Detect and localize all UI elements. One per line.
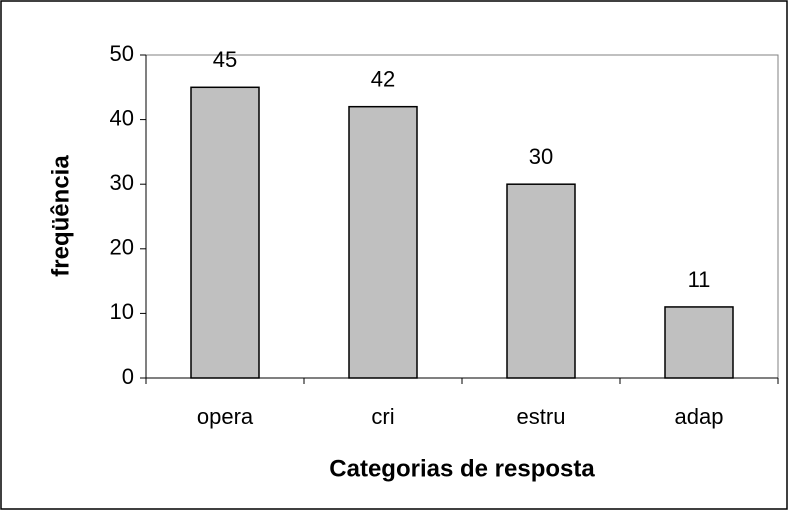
y-axis-title: freqüência [47, 155, 74, 277]
x-tick-label: cri [371, 404, 394, 429]
y-tick-label: 40 [110, 105, 134, 130]
bar [664, 306, 734, 379]
x-tick-label: adap [675, 404, 724, 429]
bar [190, 86, 260, 379]
y-tick-label: 10 [110, 299, 134, 324]
y-tick-label: 30 [110, 170, 134, 195]
data-label: 42 [371, 66, 395, 91]
x-tick-label: opera [197, 404, 254, 429]
bar [506, 183, 576, 379]
x-axis-title: Categorias de resposta [329, 455, 595, 482]
y-tick-label: 50 [110, 41, 134, 66]
data-label: 11 [688, 267, 711, 292]
y-tick-label: 20 [110, 235, 134, 260]
bar [348, 105, 418, 379]
data-label: 45 [213, 47, 237, 72]
data-label: 30 [529, 144, 553, 169]
y-tick-label: 0 [122, 364, 134, 389]
x-tick-label: estru [517, 404, 566, 429]
